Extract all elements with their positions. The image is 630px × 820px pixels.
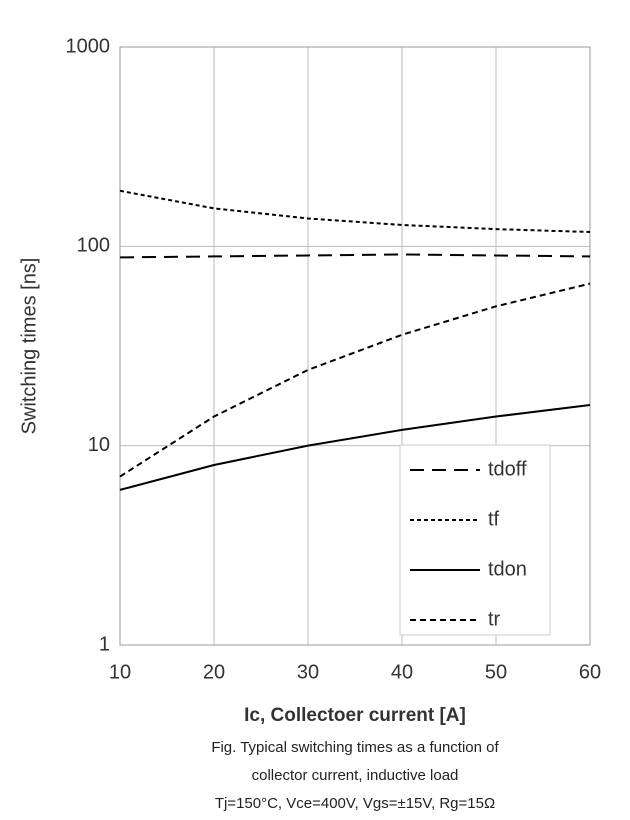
x-tick-label: 50: [485, 661, 507, 683]
chart: Switching times [ns] Ic, Collectoer curr…: [0, 0, 630, 820]
x-tick-label: 30: [297, 661, 319, 683]
caption: Fig. Typical switching times as a functi…: [211, 739, 499, 756]
x-tick-label: 40: [391, 661, 413, 683]
y-tick-label: 1000: [66, 35, 111, 57]
series-line: [120, 191, 590, 232]
y-tick-label: 100: [77, 235, 110, 257]
legend-label: tdon: [488, 558, 527, 580]
x-tick-label: 10: [109, 661, 131, 683]
x-tick-label: 60: [579, 661, 601, 683]
y-axis-label: Switching times [ns]: [18, 258, 40, 435]
y-tick-label: 10: [88, 434, 110, 456]
legend-label: tf: [488, 508, 500, 530]
legend-label: tdoff: [488, 458, 527, 480]
y-tick-label: 1: [99, 633, 110, 655]
caption: collector current, inductive load: [252, 767, 459, 784]
legend-label: tr: [488, 608, 501, 630]
caption: Tj=150°C, Vce=400V, Vgs=±15V, Rg=15Ω: [215, 795, 495, 812]
series-line: [120, 254, 590, 257]
legend: [400, 445, 550, 635]
x-axis-label: Ic, Collectoer current [A]: [244, 705, 466, 726]
x-tick-label: 20: [203, 661, 225, 683]
